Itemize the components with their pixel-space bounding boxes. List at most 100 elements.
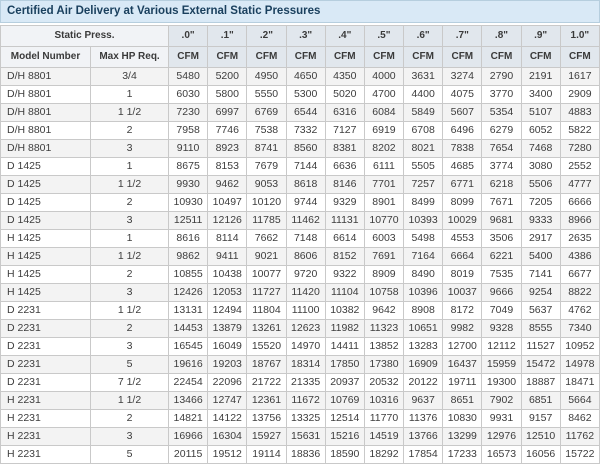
cfm-value-cell: 16049 bbox=[207, 337, 248, 356]
table-row: D 2231 2 14453 13879 13261 12623 11982 11323 106… bbox=[0, 319, 600, 338]
cfm-value-cell: 7230 bbox=[168, 103, 209, 122]
cfm-value-cell: 6851 bbox=[520, 391, 561, 410]
cfm-value-cell: 17380 bbox=[363, 355, 405, 374]
pressure-col-header: .6" bbox=[403, 25, 444, 47]
cfm-unit-header: CFM bbox=[207, 46, 248, 68]
model-number-cell: D 1425 bbox=[0, 175, 91, 194]
cfm-value-cell: 11527 bbox=[520, 337, 561, 356]
cfm-value-cell: 4386 bbox=[559, 247, 600, 266]
cfm-value-cell: 13852 bbox=[363, 337, 405, 356]
cfm-value-cell: 9982 bbox=[442, 319, 483, 338]
max-hp-cell: 1 1/2 bbox=[89, 301, 170, 320]
cfm-value-cell: 9322 bbox=[324, 265, 365, 284]
cfm-value-cell: 10770 bbox=[363, 211, 405, 230]
pressure-col-header: .0" bbox=[168, 25, 209, 47]
cfm-value-cell: 9021 bbox=[246, 247, 287, 266]
cfm-value-cell: 17850 bbox=[324, 355, 365, 374]
cfm-value-cell: 8741 bbox=[246, 139, 287, 158]
cfm-value-cell: 10120 bbox=[246, 193, 287, 212]
max-hp-cell: 2 bbox=[89, 121, 170, 140]
pressure-col-header: .5" bbox=[363, 25, 405, 47]
cfm-value-cell: 8651 bbox=[442, 391, 483, 410]
cfm-value-cell: 14970 bbox=[285, 337, 326, 356]
table-row: D/H 8801 2 7958 7746 7538 7332 7127 6919 6708 649… bbox=[0, 121, 600, 140]
cfm-value-cell: 8381 bbox=[324, 139, 365, 158]
cfm-value-cell: 5550 bbox=[246, 85, 287, 104]
pressure-col-header: .9" bbox=[520, 25, 561, 47]
table-row: D 2231 7 1/2 22454 22096 21722 21335 20937 2053… bbox=[0, 373, 600, 392]
cfm-value-cell: 7468 bbox=[520, 139, 561, 158]
table-row: H 1425 2 10855 10438 10077 9720 9322 8909 8490 80… bbox=[0, 265, 600, 284]
cfm-value-cell: 8202 bbox=[363, 139, 405, 158]
cfm-value-cell: 6677 bbox=[559, 265, 600, 284]
cfm-value-cell: 12426 bbox=[168, 283, 209, 302]
cfm-value-cell: 9053 bbox=[246, 175, 287, 194]
cfm-value-cell: 8966 bbox=[559, 211, 600, 230]
model-number-header: Model Number bbox=[0, 46, 91, 68]
cfm-value-cell: 7679 bbox=[246, 157, 287, 176]
max-hp-cell: 1 1/2 bbox=[89, 391, 170, 410]
cfm-value-cell: 5200 bbox=[207, 67, 248, 86]
cfm-value-cell: 5506 bbox=[520, 175, 561, 194]
cfm-value-cell: 14978 bbox=[559, 355, 600, 374]
cfm-value-cell: 13131 bbox=[168, 301, 209, 320]
cfm-value-cell: 5020 bbox=[324, 85, 365, 104]
cfm-value-cell: 4777 bbox=[559, 175, 600, 194]
cfm-value-cell: 16545 bbox=[168, 337, 209, 356]
cfm-value-cell: 2917 bbox=[520, 229, 561, 248]
model-number-cell: D/H 8801 bbox=[0, 85, 91, 104]
cfm-value-cell: 11982 bbox=[324, 319, 365, 338]
table-row: D 1425 2 10930 10497 10120 9744 9329 8901 8499 80… bbox=[0, 193, 600, 212]
cfm-value-cell: 14453 bbox=[168, 319, 209, 338]
cfm-value-cell: 20937 bbox=[324, 373, 365, 392]
cfm-value-cell: 11323 bbox=[363, 319, 405, 338]
cfm-unit-header: CFM bbox=[520, 46, 561, 68]
cfm-value-cell: 16304 bbox=[207, 427, 248, 446]
cfm-value-cell: 7141 bbox=[520, 265, 561, 284]
cfm-value-cell: 7144 bbox=[285, 157, 326, 176]
model-number-cell: D 2231 bbox=[0, 301, 91, 320]
cfm-value-cell: 5107 bbox=[520, 103, 561, 122]
cfm-value-cell: 8923 bbox=[207, 139, 248, 158]
cfm-value-cell: 16909 bbox=[403, 355, 444, 374]
table-row: D 1425 1 1/2 9930 9462 9053 8618 8146 7701 7257 6… bbox=[0, 175, 600, 194]
cfm-value-cell: 6769 bbox=[246, 103, 287, 122]
cfm-value-cell: 11420 bbox=[285, 283, 326, 302]
cfm-value-cell: 15631 bbox=[285, 427, 326, 446]
cfm-value-cell: 13283 bbox=[403, 337, 444, 356]
cfm-value-cell: 8618 bbox=[285, 175, 326, 194]
model-number-cell: H 2231 bbox=[0, 427, 91, 446]
cfm-value-cell: 9930 bbox=[168, 175, 209, 194]
cfm-value-cell: 6664 bbox=[442, 247, 483, 266]
model-number-cell: D/H 8801 bbox=[0, 139, 91, 158]
cfm-value-cell: 8152 bbox=[324, 247, 365, 266]
pressure-col-header: 1.0" bbox=[559, 25, 600, 47]
cfm-value-cell: 9642 bbox=[363, 301, 405, 320]
cfm-value-cell: 4400 bbox=[403, 85, 444, 104]
max-hp-header: Max HP Req. bbox=[89, 46, 170, 68]
cfm-value-cell: 15520 bbox=[246, 337, 287, 356]
cfm-value-cell: 10037 bbox=[442, 283, 483, 302]
cfm-value-cell: 20122 bbox=[403, 373, 444, 392]
cfm-value-cell: 7332 bbox=[285, 121, 326, 140]
table-row: H 1425 1 8616 8114 7662 7148 6614 6003 5498 4553 3… bbox=[0, 229, 600, 248]
max-hp-cell: 2 bbox=[89, 409, 170, 428]
cfm-value-cell: 9666 bbox=[481, 283, 522, 302]
cfm-value-cell: 8019 bbox=[442, 265, 483, 284]
model-number-cell: H 2231 bbox=[0, 409, 91, 428]
max-hp-cell: 1 bbox=[89, 85, 170, 104]
cfm-value-cell: 18314 bbox=[285, 355, 326, 374]
cfm-value-cell: 10382 bbox=[324, 301, 365, 320]
unit-header-row: Model Number Max HP Req. CFM CFM CFM CFM CFM… bbox=[0, 46, 600, 68]
cfm-value-cell: 13299 bbox=[442, 427, 483, 446]
table-row: D/H 8801 3 9110 8923 8741 8560 8381 8202 8021 783… bbox=[0, 139, 600, 158]
cfm-value-cell: 16437 bbox=[442, 355, 483, 374]
max-hp-cell: 3 bbox=[89, 211, 170, 230]
cfm-value-cell: 6279 bbox=[481, 121, 522, 140]
max-hp-cell: 5 bbox=[89, 445, 170, 464]
cfm-value-cell: 13261 bbox=[246, 319, 287, 338]
cfm-value-cell: 13879 bbox=[207, 319, 248, 338]
cfm-value-cell: 12976 bbox=[481, 427, 522, 446]
cfm-value-cell: 7958 bbox=[168, 121, 209, 140]
